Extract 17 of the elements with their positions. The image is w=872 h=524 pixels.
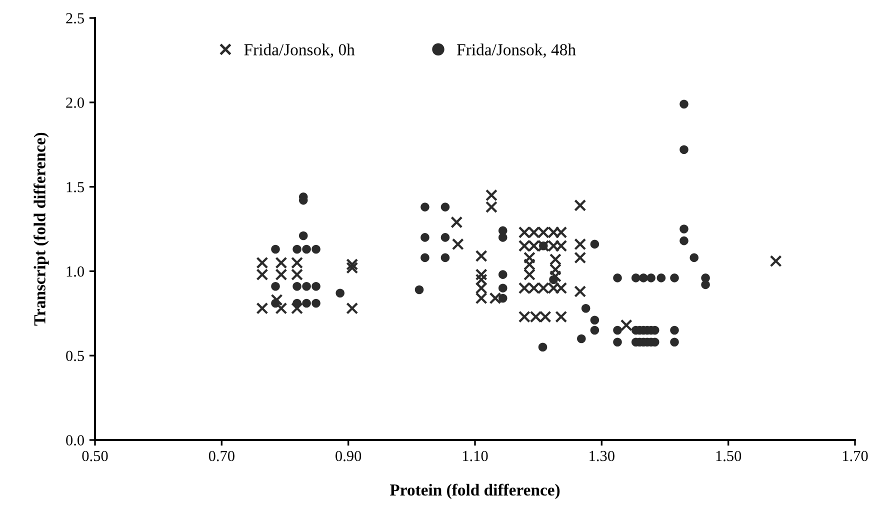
x-tick-label: 0.70 [208, 450, 234, 462]
y-tick-label: 2.0 [66, 98, 84, 108]
legend-label: Frida/Jonsok, 0h [244, 44, 355, 58]
x-tick-label: 1.10 [462, 450, 488, 462]
x-tick-label: 1.30 [590, 450, 614, 462]
legend-label: Frida/Jonsok, 48h [457, 44, 576, 58]
y-tick-label: 0.5 [66, 350, 84, 362]
x-tick-label: 1.70 [842, 450, 868, 462]
x-tick-label: 0.90 [336, 450, 362, 462]
x-tick-label: 0.50 [82, 450, 108, 462]
y-tick-label: 0.0 [66, 435, 84, 446]
y-axis-title: Transcript (fold difference) [34, 132, 49, 326]
x-axis-title: Protein (fold difference) [390, 484, 560, 499]
y-tick-label: 1.0 [66, 266, 84, 277]
y-tick-label: 2.5 [66, 13, 84, 24]
y-tick-label: 1.5 [66, 182, 84, 192]
x-tick-label: 1.50 [716, 450, 742, 462]
